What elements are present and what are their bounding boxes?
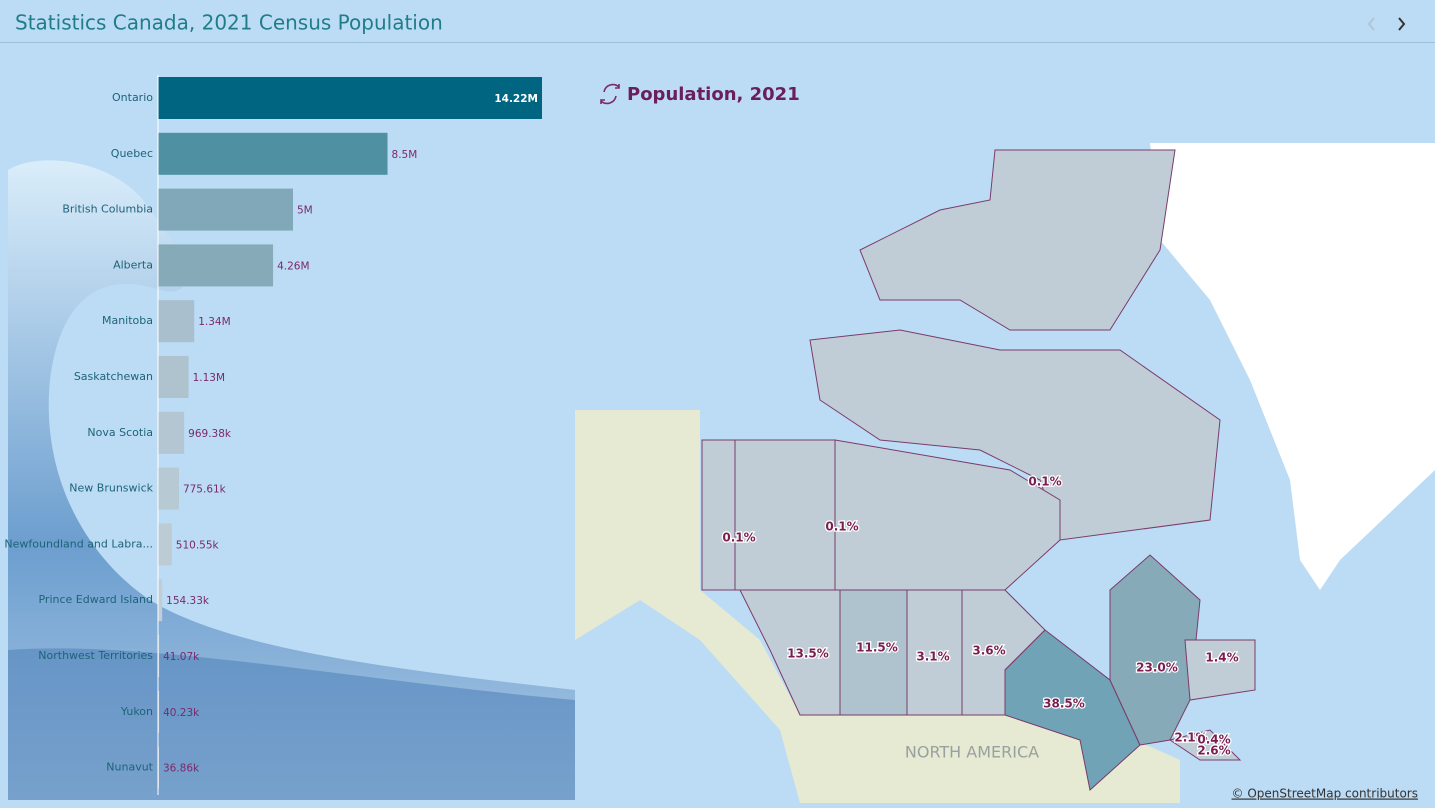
value-label: 36.86k — [163, 763, 200, 775]
bar-chart: Ontario 14.22M Quebec 8.5M British Columbia 5… — [4, 75, 542, 795]
bar — [158, 411, 185, 454]
value-label: 775.61k — [183, 484, 227, 496]
value-label: 5M — [297, 205, 313, 217]
bar — [158, 188, 294, 231]
bar — [158, 467, 179, 510]
yukon — [701, 439, 736, 591]
category-label: New Brunswick — [69, 482, 153, 495]
next-sheet[interactable] — [1398, 17, 1406, 31]
arctic-islands — [859, 149, 1176, 331]
maritimes — [1168, 729, 1242, 761]
map-label: 0.1% — [1028, 475, 1061, 489]
wave-image — [8, 160, 575, 801]
bar — [158, 635, 160, 677]
category-label: Nova Scotia — [87, 426, 153, 439]
map: 0.1% 0.1% 0.1% 13.5% 11.5% 3.1% 3.6% 38.5% 23.0%… — [575, 143, 1435, 803]
value-label: 1.13M — [193, 372, 225, 384]
bar — [158, 300, 195, 343]
attribution[interactable]: © OpenStreetMap contributors — [1232, 787, 1418, 801]
category-label: Quebec — [111, 147, 153, 160]
map-label: 3.6% — [972, 644, 1005, 658]
category-label: Prince Edward Island — [38, 593, 153, 606]
value-label: 14.22M — [494, 93, 538, 105]
arctic-islands — [809, 329, 1221, 541]
category-label: Nunavut — [106, 761, 153, 774]
northwest-territories — [734, 439, 836, 591]
bar — [158, 77, 542, 119]
value-label: 1.34M — [198, 316, 230, 328]
value-label: 41.07k — [163, 651, 200, 663]
newfoundland-labrador — [1184, 639, 1256, 701]
value-label: 969.38k — [188, 428, 232, 440]
map-label: 23.0% — [1136, 661, 1178, 675]
value-label: 40.23k — [163, 707, 200, 719]
value-label: 4.26M — [277, 260, 309, 272]
map-label: 0.1% — [722, 531, 755, 545]
category-label: Newfoundland and Labra... — [4, 537, 153, 550]
category-label: Manitoba — [102, 314, 153, 327]
category-label: Alberta — [113, 258, 153, 271]
value-label: 510.55k — [176, 539, 220, 551]
greenland — [1150, 143, 1435, 590]
map-label: 3.1% — [916, 650, 949, 664]
british-columbia — [739, 589, 841, 716]
map-label: 0.4% — [1197, 733, 1230, 747]
category-label: Ontario — [112, 91, 153, 104]
category-label: British Columbia — [62, 203, 153, 216]
map-label: 11.5% — [856, 641, 898, 655]
prev-sheet[interactable] — [1367, 17, 1375, 31]
bar — [158, 244, 274, 287]
map-label: 0.1% — [825, 520, 858, 534]
category-label: Northwest Territories — [38, 649, 153, 662]
map-label: 38.5% — [1043, 697, 1085, 711]
bar — [158, 523, 172, 566]
kpi-title: Population, 2021 — [627, 84, 800, 105]
category-label: Yukon — [120, 705, 153, 718]
bar — [158, 132, 388, 175]
value-label: 8.5M — [392, 149, 418, 161]
region-label: NORTH AMERICA — [905, 743, 1039, 762]
map-label: 13.5% — [787, 647, 829, 661]
sheet-title: Statistics Canada, 2021 Census Populatio… — [15, 11, 443, 35]
bar — [158, 579, 163, 622]
map-label: 2.1% — [1174, 731, 1207, 745]
refresh-icon[interactable] — [600, 83, 620, 105]
map-label: 2.6% — [1197, 744, 1230, 758]
quebec — [1109, 554, 1201, 746]
value-label: 154.33k — [166, 595, 210, 607]
bar — [158, 690, 160, 733]
bar — [158, 356, 189, 398]
category-label: Saskatchewan — [74, 370, 153, 383]
map-label: 1.4% — [1205, 651, 1238, 665]
